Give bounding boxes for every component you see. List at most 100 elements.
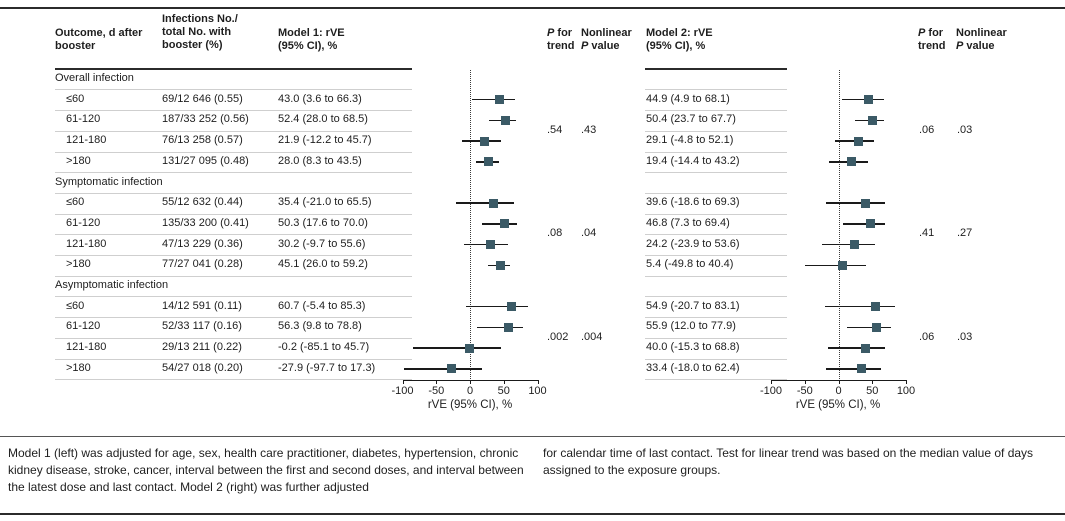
infections-cell: 77/27 041 (0.28) xyxy=(162,258,243,271)
x-axis-tick-label: -50 xyxy=(428,385,445,397)
model2-estimate-cell: 19.4 (-14.4 to 43.2) xyxy=(646,154,740,167)
x-axis-tick-label: -100 xyxy=(391,385,414,397)
row-separator xyxy=(55,130,412,132)
outcome-cell: 121-180 xyxy=(66,134,107,147)
model2-estimate-cell: 54.9 (-20.7 to 83.1) xyxy=(646,299,740,312)
infections-cell: 52/33 117 (0.16) xyxy=(162,320,242,333)
row-separator xyxy=(55,379,412,381)
infections-cell: 14/12 591 (0.11) xyxy=(162,299,242,312)
ci-line xyxy=(472,98,515,101)
top-rule xyxy=(0,7,1065,9)
x-axis-tick-label: 100 xyxy=(528,385,547,397)
model2-estimate-cell: 5.4 (-49.8 to 40.4) xyxy=(646,258,734,271)
infections-cell: 29/13 211 (0.22) xyxy=(162,341,242,354)
estimate-marker xyxy=(494,95,504,105)
header-rule-model2 xyxy=(645,68,787,70)
zero-reference-line xyxy=(470,70,471,381)
header-rule-left xyxy=(55,68,412,70)
outcome-cell: >180 xyxy=(66,258,91,271)
footnote-right-column: for calendar time of last contact. Test … xyxy=(543,446,1034,477)
x-axis-tick xyxy=(470,380,471,384)
outcome-cell: ≤60 xyxy=(66,92,85,105)
row-separator xyxy=(645,275,787,277)
ci-line xyxy=(412,347,501,349)
nonlinear-p-value: .004 xyxy=(581,330,603,343)
group-label: Symptomatic infection xyxy=(55,175,163,188)
model2-estimate-cell: 46.8 (7.3 to 69.4) xyxy=(646,216,730,229)
estimate-marker xyxy=(847,157,857,167)
estimate-marker xyxy=(861,343,870,353)
p-trend-value: .002 xyxy=(547,330,569,343)
model1-estimate-cell: 52.4 (28.0 to 68.5) xyxy=(278,113,368,126)
row-separator xyxy=(55,275,412,277)
ci-line xyxy=(841,98,885,101)
column-header-model2: Model 2: rVE (95% CI), % xyxy=(646,27,713,52)
x-axis-tick xyxy=(402,380,404,384)
estimate-marker xyxy=(860,198,870,208)
zero-reference-line xyxy=(838,70,840,381)
estimate-marker xyxy=(489,198,499,208)
infections-cell: 47/13 229 (0.36) xyxy=(162,237,243,250)
column-header-infections: Infections No./ total No. with booster (… xyxy=(162,13,238,51)
model2-estimate-cell: 39.6 (-18.6 to 69.3) xyxy=(646,196,740,209)
infections-cell: 135/33 200 (0.41) xyxy=(162,216,249,229)
row-separator xyxy=(55,192,412,194)
column-header-nonlinear-left: Nonlinear P value xyxy=(581,27,632,52)
p-trend-value: .06 xyxy=(919,330,935,343)
row-separator xyxy=(55,296,412,298)
nonlinear-p-value: .27 xyxy=(957,227,973,240)
outcome-cell: >180 xyxy=(66,154,91,167)
model1-estimate-cell: 30.2 (-9.7 to 55.6) xyxy=(278,237,366,250)
row-separator xyxy=(55,255,412,256)
x-axis-title-right: rVE (95% CI), % xyxy=(795,399,881,411)
model1-estimate-cell: -0.2 (-85.1 to 45.7) xyxy=(278,341,370,354)
model2-estimate-cell: 24.2 (-23.9 to 53.6) xyxy=(646,237,740,250)
model2-estimate-cell: 50.4 (23.7 to 67.7) xyxy=(646,113,736,126)
ci-line xyxy=(822,243,875,246)
infections-cell: 54/27 018 (0.20) xyxy=(162,361,243,374)
bottom-rule xyxy=(0,513,1065,515)
estimate-marker xyxy=(837,260,847,270)
estimate-marker xyxy=(871,302,881,312)
nonlinear-p-value: .43 xyxy=(581,123,597,136)
estimate-marker xyxy=(503,322,513,332)
nonlinear-p-value: .04 xyxy=(581,227,597,240)
estimate-marker xyxy=(868,115,877,125)
outcome-cell: 121-180 xyxy=(66,237,107,250)
outcome-cell: 61-120 xyxy=(66,113,101,126)
model2-estimate-cell: 40.0 (-15.3 to 68.8) xyxy=(646,341,740,354)
x-axis-tick xyxy=(503,380,505,384)
x-axis-title-left: rVE (95% CI), % xyxy=(427,399,513,411)
row-separator xyxy=(55,234,412,236)
column-header-p-trend-left: P for trend xyxy=(547,27,575,52)
infections-cell: 131/27 095 (0.48) xyxy=(162,154,249,167)
infections-cell: 76/13 258 (0.57) xyxy=(162,134,243,147)
model1-estimate-cell: 60.7 (-5.4 to 85.3) xyxy=(278,299,366,312)
ci-line xyxy=(826,368,881,370)
x-axis-tick-label: 0 xyxy=(835,385,842,397)
estimate-marker xyxy=(485,240,495,250)
row-separator xyxy=(55,358,412,360)
group-label: Asymptomatic infection xyxy=(55,279,169,291)
model2-estimate-cell: 55.9 (12.0 to 77.9) xyxy=(646,320,736,333)
estimate-marker xyxy=(499,219,509,229)
estimate-marker xyxy=(850,240,860,250)
ci-line xyxy=(828,347,885,349)
x-axis-tick-label: -50 xyxy=(796,385,813,397)
row-separator xyxy=(55,337,412,339)
row-separator xyxy=(645,172,787,174)
estimate-marker xyxy=(871,322,881,332)
outcome-cell: >180 xyxy=(66,361,91,374)
model1-estimate-cell: -27.9 (-97.7 to 17.3) xyxy=(278,361,376,374)
row-separator xyxy=(645,255,787,256)
model2-estimate-cell: 29.1 (-4.8 to 52.1) xyxy=(646,134,734,147)
estimate-marker xyxy=(853,136,863,146)
p-trend-value: .41 xyxy=(919,227,935,240)
row-separator xyxy=(645,296,787,298)
x-axis-tick xyxy=(771,380,772,384)
p-trend-value: .06 xyxy=(919,123,935,136)
model1-estimate-cell: 21.9 (-12.2 to 45.7) xyxy=(278,134,372,147)
estimate-marker xyxy=(865,219,875,229)
model1-estimate-cell: 35.4 (-21.0 to 65.5) xyxy=(278,196,372,209)
